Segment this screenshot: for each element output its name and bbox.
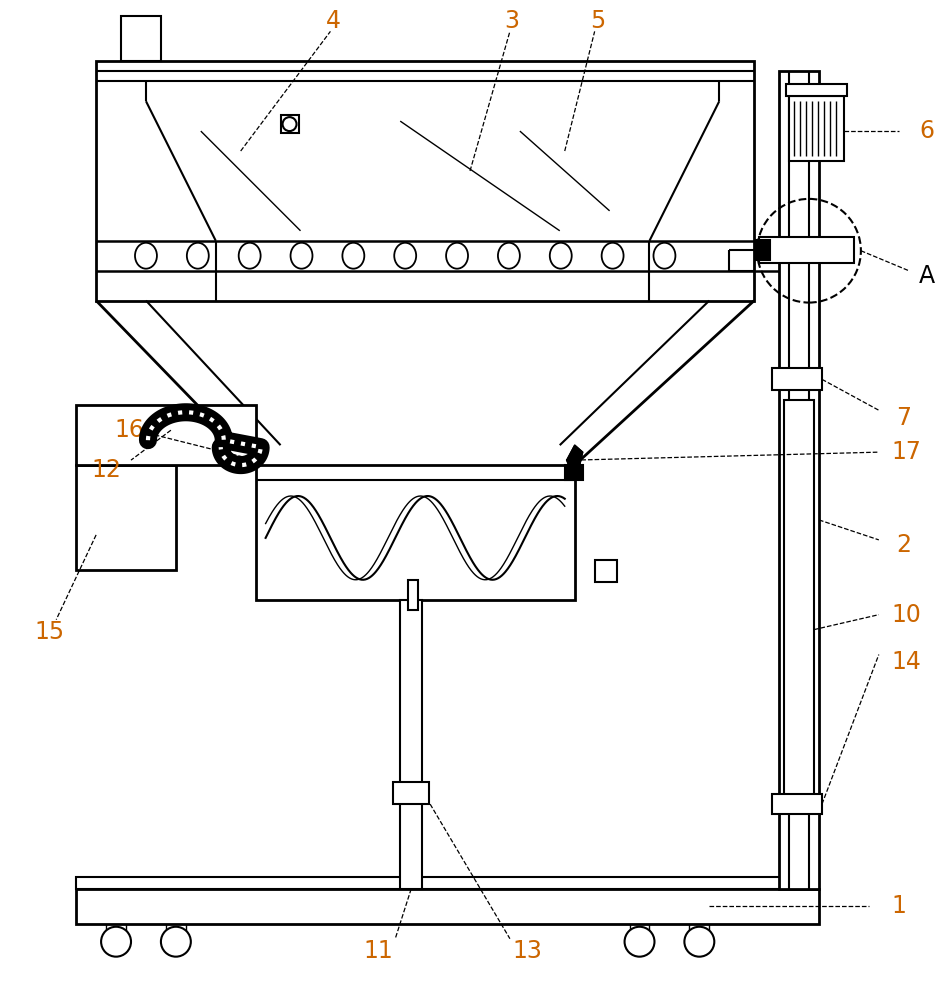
Text: 11: 11 <box>364 939 393 963</box>
Bar <box>759 237 854 263</box>
Bar <box>76 889 819 924</box>
Bar <box>121 16 161 61</box>
Text: 12: 12 <box>91 458 121 482</box>
Circle shape <box>625 927 654 957</box>
Bar <box>400 600 422 889</box>
Polygon shape <box>566 445 583 470</box>
Text: 5: 5 <box>590 9 605 33</box>
Text: 7: 7 <box>896 406 911 430</box>
Bar <box>779 71 819 889</box>
Text: 14: 14 <box>892 650 922 674</box>
Text: A: A <box>919 264 935 288</box>
Text: 16: 16 <box>114 418 144 442</box>
Text: 15: 15 <box>34 620 65 644</box>
Bar <box>789 96 843 161</box>
Bar <box>393 782 429 804</box>
Bar <box>772 368 822 390</box>
Bar <box>281 115 299 133</box>
Bar <box>786 84 847 96</box>
Circle shape <box>684 927 714 957</box>
Text: 13: 13 <box>513 939 543 963</box>
Bar <box>772 794 822 814</box>
Circle shape <box>161 927 190 957</box>
Bar <box>784 400 814 799</box>
Text: 10: 10 <box>892 603 922 627</box>
Bar <box>76 877 819 889</box>
Bar <box>408 580 418 610</box>
Text: 17: 17 <box>892 440 922 464</box>
Text: 4: 4 <box>326 9 341 33</box>
Bar <box>76 465 176 570</box>
Circle shape <box>101 927 131 957</box>
Bar <box>76 405 256 465</box>
Text: 6: 6 <box>920 119 934 143</box>
Text: 3: 3 <box>505 9 520 33</box>
Bar <box>756 240 770 260</box>
Bar <box>595 560 617 582</box>
Text: 1: 1 <box>891 894 906 918</box>
Bar <box>96 61 754 301</box>
Bar <box>565 465 583 480</box>
Bar <box>256 465 575 600</box>
Text: 2: 2 <box>896 533 911 557</box>
